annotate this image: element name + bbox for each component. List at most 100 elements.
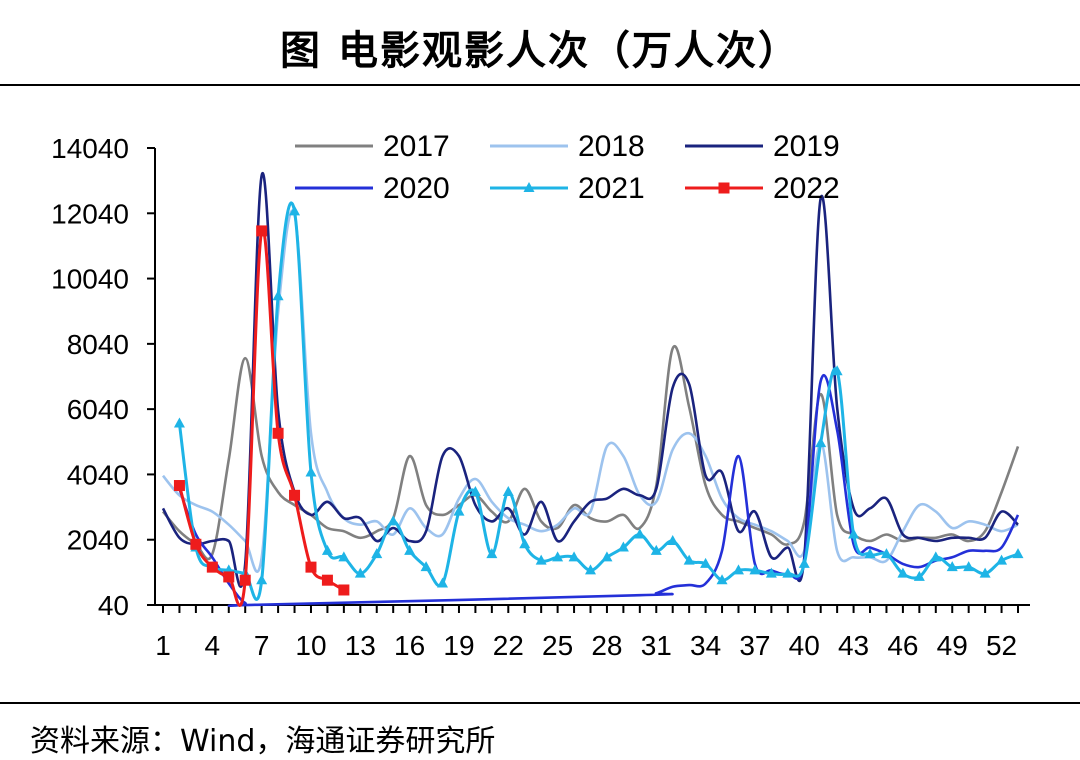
data-point-triangle: [716, 574, 728, 585]
data-point-square: [223, 571, 235, 583]
x-tick-label: 49: [937, 630, 968, 661]
data-point-triangle: [338, 551, 350, 562]
x-tick-label: 13: [345, 630, 376, 661]
data-point-triangle: [552, 551, 564, 562]
data-point-square: [289, 489, 301, 501]
x-tick-label: 16: [394, 630, 425, 661]
data-point-triangle: [601, 551, 613, 562]
data-point-triangle: [798, 557, 810, 568]
y-tick-label: 6040: [67, 394, 129, 425]
y-tick-labels: 40 2040 4040 6040 8040 10040 12040 14040: [51, 133, 129, 621]
series-line-2020: [178, 373, 1020, 608]
data-point-triangle: [650, 544, 662, 555]
chart-legend: 2017 2018 2019 2020 2021 2022: [295, 130, 840, 205]
data-point-square: [173, 480, 185, 492]
x-tick-label: 52: [986, 630, 1017, 661]
data-point-square: [272, 427, 284, 439]
data-point-triangle: [173, 417, 185, 428]
x-tick-label: 34: [690, 630, 721, 661]
data-point-triangle: [897, 567, 909, 578]
data-point-triangle: [371, 548, 383, 559]
data-point-triangle: [732, 564, 744, 575]
legend-label: 2021: [578, 172, 645, 205]
source-note: 资料来源：Wind，海通证券研究所: [30, 724, 496, 759]
data-point-triangle: [979, 567, 991, 578]
data-point-triangle: [864, 548, 876, 559]
x-tick-label: 7: [254, 630, 270, 661]
data-point-triangle: [535, 554, 547, 565]
data-point-triangle: [831, 365, 843, 376]
data-point-triangle: [996, 554, 1008, 565]
y-tick-label: 40: [98, 590, 129, 621]
series-line-2021: [177, 201, 1019, 601]
data-point-triangle: [272, 290, 284, 301]
series-lines: [161, 171, 1024, 608]
series-line-2019: [161, 171, 1019, 588]
data-point-triangle: [486, 548, 498, 559]
data-point-triangle: [289, 205, 301, 216]
y-tick-label: 12040: [51, 198, 129, 229]
data-point-triangle: [700, 557, 712, 568]
data-point-triangle: [765, 567, 777, 578]
x-tick-label: 46: [887, 630, 918, 661]
legend-item-2022: 2022: [685, 172, 840, 205]
data-point-triangle: [1012, 548, 1024, 559]
data-point-triangle: [782, 567, 794, 578]
data-point-triangle: [749, 564, 761, 575]
series-2019: [161, 171, 1019, 588]
series-2021: [173, 201, 1024, 601]
series-2020: [178, 373, 1020, 608]
x-tick-label: 31: [641, 630, 672, 661]
data-point-triangle: [617, 541, 629, 552]
data-point-triangle: [502, 486, 514, 497]
data-point-square: [321, 574, 333, 586]
data-point-triangle: [634, 528, 646, 539]
data-point-square: [718, 182, 730, 194]
y-tick-label: 4040: [67, 459, 129, 490]
data-point-square: [305, 561, 317, 573]
legend-item-2017: 2017: [295, 130, 450, 163]
data-point-triangle: [913, 570, 925, 581]
y-tick-label: 8040: [67, 329, 129, 360]
legend-item-2019: 2019: [685, 130, 840, 163]
data-point-triangle: [305, 466, 317, 477]
x-tick-label: 40: [789, 630, 820, 661]
data-point-triangle: [354, 567, 366, 578]
data-point-triangle: [963, 561, 975, 572]
x-tick-label: 43: [838, 630, 869, 661]
y-tick-label: 14040: [51, 133, 129, 164]
data-point-square: [190, 538, 202, 550]
legend-item-2021: 2021: [490, 172, 645, 205]
y-tick-label: 10040: [51, 264, 129, 295]
series-2022: [173, 225, 350, 607]
data-point-triangle: [453, 505, 465, 516]
data-point-triangle: [256, 574, 268, 585]
data-point-triangle: [667, 535, 679, 546]
data-point-triangle: [420, 561, 432, 572]
legend-label: 2019: [773, 130, 840, 163]
data-point-square: [338, 584, 350, 596]
x-tick-label: 19: [443, 630, 474, 661]
data-point-square: [256, 225, 268, 237]
legend-label: 2018: [578, 130, 645, 163]
data-point-triangle: [321, 544, 333, 555]
data-point-triangle: [387, 515, 399, 526]
x-tick-label: 28: [591, 630, 622, 661]
x-tick-label: 25: [542, 630, 573, 661]
data-point-triangle: [523, 182, 535, 192]
legend-label: 2020: [383, 172, 450, 205]
y-tick-label: 2040: [67, 525, 129, 556]
data-point-triangle: [437, 577, 449, 588]
data-point-triangle: [568, 551, 580, 562]
title-divider: [0, 84, 1080, 86]
data-point-triangle: [519, 538, 531, 549]
data-point-square: [239, 574, 251, 586]
series-2017: [161, 344, 1020, 561]
data-point-triangle: [404, 544, 416, 555]
x-tick-labels: 1 4 7 10 13 16 19 22 25 28 31 34 37 40 43 46 49 52: [155, 630, 1017, 661]
legend-item-2018: 2018: [490, 130, 645, 163]
x-tick-label: 22: [493, 630, 524, 661]
data-point-triangle: [469, 486, 481, 497]
x-tick-label: 4: [205, 630, 221, 661]
